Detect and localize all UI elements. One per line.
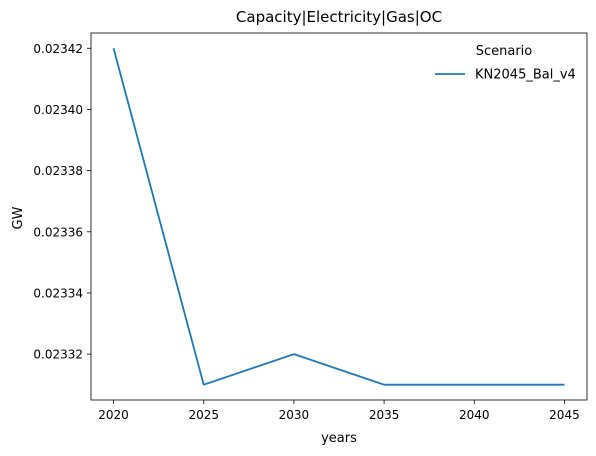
x-tick-label: 2020 (98, 408, 129, 422)
x-tick-label: 2040 (459, 408, 490, 422)
legend: Scenario KN2045_Bal_v4 (435, 44, 576, 83)
legend-title: Scenario (476, 44, 533, 59)
y-tick-label: 0.02334 (33, 286, 83, 300)
y-tick-label: 0.02342 (33, 42, 83, 56)
legend-entry: KN2045_Bal_v4 (475, 68, 576, 83)
y-tick-label: 0.02340 (33, 103, 83, 117)
y-tick-label: 0.02338 (33, 164, 83, 178)
plot-area (90, 32, 588, 401)
y-tick-label: 0.02332 (33, 348, 83, 362)
x-tick-label: 2035 (369, 408, 400, 422)
y-axis-label: GW (11, 206, 26, 229)
x-axis: 2020 2025 2030 2035 2040 2045 (98, 400, 580, 422)
y-tick-label: 0.02336 (33, 225, 83, 239)
y-axis: 0.02332 0.02334 0.02336 0.02338 0.02340 0.023… (33, 42, 91, 362)
x-axis-label: years (321, 431, 357, 446)
series-line (112, 48, 565, 386)
x-tick-label: 2030 (279, 408, 310, 422)
series-layer (112, 48, 565, 386)
x-tick-label: 2045 (549, 408, 580, 422)
chart-title: Capacity|Electricity|Gas|OC (236, 8, 442, 26)
x-tick-label: 2025 (188, 408, 219, 422)
